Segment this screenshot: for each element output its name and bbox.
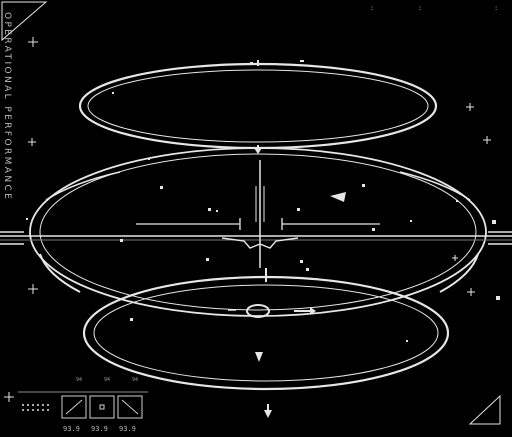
contact-marker	[330, 192, 346, 202]
readout-2: 93.9	[91, 425, 108, 433]
middle-ring-arc	[439, 253, 479, 293]
contact-dot	[300, 60, 304, 62]
contact-dot	[250, 62, 253, 64]
box-3-diagonal	[121, 399, 139, 415]
bottom-ring-triangle	[255, 352, 263, 362]
box-2	[89, 395, 115, 419]
box-2-dot	[99, 404, 105, 410]
status-dot: :	[370, 4, 375, 12]
aircraft-symbol	[221, 237, 299, 249]
middle-ring-arc	[399, 171, 471, 201]
contact-dot	[406, 340, 408, 342]
plus-marker	[467, 288, 475, 296]
contact-dot	[306, 268, 309, 271]
contact-dot	[112, 92, 114, 94]
middle-ring-arc	[39, 253, 81, 293]
contact-dot	[130, 318, 133, 321]
tiny-label: 94	[132, 377, 139, 383]
horizon-bracket-left	[0, 231, 24, 245]
contact-dot	[496, 296, 500, 300]
box-1-diagonal	[65, 399, 83, 415]
status-dot: :	[418, 4, 423, 12]
plus-marker	[28, 37, 38, 47]
contact-dot	[362, 184, 365, 187]
contact-dot	[216, 210, 218, 212]
bottom-ring-inner	[93, 284, 439, 382]
readout-1: 93.9	[63, 425, 80, 433]
top-ring-inner	[87, 69, 429, 143]
grid-indicator	[22, 404, 49, 411]
contact-dot	[372, 228, 375, 231]
middle-ring-inner	[39, 153, 477, 311]
bottom-tick-arrow	[264, 410, 272, 418]
crosshair-bracket	[239, 218, 283, 230]
target-marker	[246, 304, 270, 318]
contact-dot	[492, 220, 496, 224]
top-ring-outer	[78, 62, 438, 150]
contact-dot	[456, 200, 458, 202]
plus-marker	[452, 255, 458, 261]
contact-dot	[120, 239, 123, 242]
plus-marker	[4, 392, 14, 402]
operational-performance-title: OPERATIONAL PERFORMANCE	[2, 12, 12, 202]
horizon-bracket-right	[488, 231, 512, 245]
contact-dot	[410, 220, 412, 222]
contact-dot	[26, 218, 28, 220]
arrow-head	[310, 307, 316, 315]
contact-dot	[206, 258, 209, 261]
contact-dot	[208, 208, 211, 211]
bottom-ring-outer	[82, 275, 450, 391]
corner-triangle-top-left	[1, 1, 48, 42]
readout-3: 93.9	[119, 425, 136, 433]
plus-marker	[28, 284, 38, 294]
middle-ring-arc	[45, 171, 121, 201]
contact-dot	[148, 158, 150, 160]
contact-dot	[160, 186, 163, 189]
plus-marker	[483, 136, 491, 144]
contact-dot	[300, 260, 303, 263]
tiny-label: 94	[76, 377, 83, 383]
top-ring-triangle	[254, 148, 262, 154]
middle-ring-outer	[29, 147, 487, 317]
corner-triangle-bottom-right	[468, 394, 501, 425]
tiny-label: 94	[104, 377, 111, 383]
box-3	[117, 395, 143, 419]
box-1	[61, 395, 87, 419]
plus-marker	[28, 138, 36, 146]
status-dot: :	[494, 4, 499, 12]
plus-marker	[466, 103, 474, 111]
contact-dot	[297, 208, 300, 211]
